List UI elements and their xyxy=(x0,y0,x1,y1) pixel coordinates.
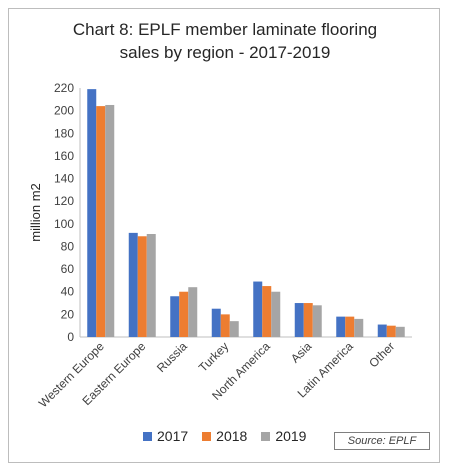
bar-2019 xyxy=(354,318,364,337)
y-tick-label: 0 xyxy=(67,330,74,344)
source-note: Source: EPLF xyxy=(334,432,430,450)
y-tick-label: 60 xyxy=(61,262,75,276)
bar-2017 xyxy=(253,281,263,337)
bar-2019 xyxy=(146,234,156,337)
bar-2018 xyxy=(262,286,272,337)
bar-2017 xyxy=(211,308,221,337)
bar-2018 xyxy=(179,291,189,337)
legend-item: 2017 xyxy=(143,428,188,444)
bar-2018 xyxy=(220,314,230,337)
x-tick-label: Turkey xyxy=(196,339,232,375)
x-tick-label: Other xyxy=(366,339,397,370)
legend-label: 2019 xyxy=(275,428,307,444)
legend-item: 2019 xyxy=(261,428,306,444)
chart-title-line-2: sales by region - 2017-2019 xyxy=(119,43,331,62)
y-tick-label: 140 xyxy=(54,172,74,186)
bar-2018 xyxy=(345,316,355,337)
x-tick-label: Asia xyxy=(288,339,315,366)
y-tick-label: 80 xyxy=(61,239,75,253)
bar-2017 xyxy=(377,324,387,337)
bar-2018 xyxy=(303,303,313,337)
bar-2017 xyxy=(87,89,97,337)
legend-swatch xyxy=(143,431,152,441)
bar-2017 xyxy=(294,303,304,337)
bar-2019 xyxy=(188,287,198,337)
bar-2019 xyxy=(105,104,115,338)
legend-label: 2017 xyxy=(157,428,189,444)
bar-2018 xyxy=(137,236,147,337)
legend-swatch xyxy=(261,431,271,441)
legend-swatch xyxy=(202,431,212,441)
y-tick-label: 160 xyxy=(54,149,74,163)
bar-2019 xyxy=(271,291,281,337)
y-tick-label: 20 xyxy=(61,307,75,321)
bar-2019 xyxy=(312,305,322,337)
y-tick-label: 120 xyxy=(54,194,74,208)
y-axis-label: million m2 xyxy=(28,183,43,242)
bar-2019 xyxy=(395,326,405,337)
y-tick-label: 200 xyxy=(54,104,74,118)
bar-2018 xyxy=(386,325,396,337)
bar-2018 xyxy=(96,106,106,337)
bar-2017 xyxy=(170,296,180,337)
legend-label: 2018 xyxy=(216,428,248,444)
bar-2017 xyxy=(336,316,346,337)
bar-2017 xyxy=(128,232,138,337)
y-tick-label: 180 xyxy=(54,126,74,140)
chart-legend: 2017 2018 2019 xyxy=(143,428,306,444)
y-tick-label: 220 xyxy=(54,81,74,95)
legend-item: 2018 xyxy=(202,428,247,444)
chart-title-line-1: Chart 8: EPLF member laminate flooring xyxy=(72,20,378,39)
y-tick-label: 40 xyxy=(61,285,75,299)
bar-2019 xyxy=(229,321,239,337)
x-tick-label: Russia xyxy=(154,339,190,375)
y-tick-label: 100 xyxy=(54,217,74,231)
chart-title: Chart 8: EPLF member laminate flooring s… xyxy=(0,18,450,64)
